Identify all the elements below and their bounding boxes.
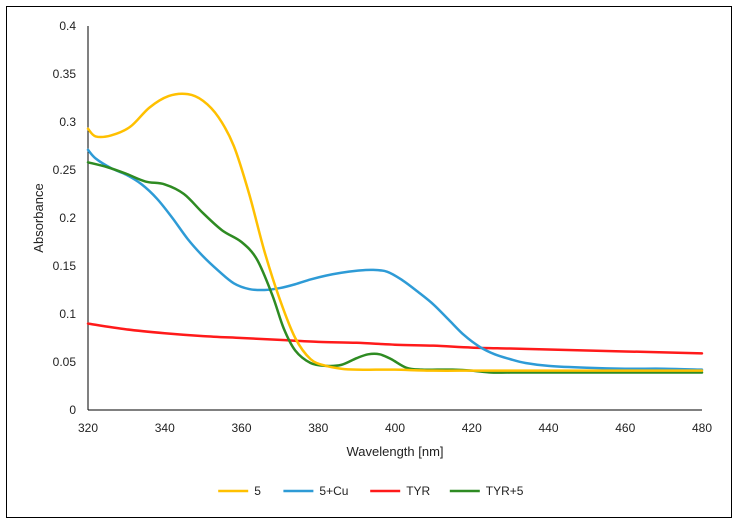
series-line-5-plus-cu: [86, 148, 704, 371]
legend-label-tyr: TYR: [406, 484, 430, 498]
x-tick-label: 320: [78, 421, 98, 435]
series-line-tyr: [86, 322, 704, 355]
axes: [87, 26, 702, 411]
y-tick-label: 0.25: [53, 163, 77, 177]
x-tick-label: 420: [462, 421, 482, 435]
legend-label-tyr-plus-5: TYR+5: [486, 484, 524, 498]
y-tick-labels: 0 0.05 0.1 0.15 0.2 0.25 0.3 0.35 0.4: [53, 19, 77, 417]
x-tick-label: 380: [308, 421, 328, 435]
y-tick-label: 0: [69, 403, 76, 417]
legend: 5 5+Cu TYR TYR+5: [218, 484, 524, 498]
y-tick-label: 0.15: [53, 259, 77, 273]
x-tick-label: 440: [538, 421, 558, 435]
x-axis-title: Wavelength [nm]: [346, 444, 443, 459]
series-line-5: [86, 92, 704, 372]
x-tick-labels: 320 340 360 380 400 420 440 460 480: [78, 421, 712, 435]
legend-label-5-plus-cu: 5+Cu: [319, 484, 348, 498]
x-tick-label: 400: [385, 421, 405, 435]
series-line-tyr-plus-5: [86, 161, 704, 374]
legend-label-5: 5: [254, 484, 261, 498]
x-tick-label: 360: [231, 421, 251, 435]
x-tick-label: 340: [155, 421, 175, 435]
y-tick-label: 0.3: [59, 115, 76, 129]
x-tick-label: 460: [615, 421, 635, 435]
x-tick-label: 480: [692, 421, 712, 435]
y-tick-label: 0.4: [59, 19, 76, 33]
y-axis-title: Absorbance: [31, 183, 46, 252]
y-tick-label: 0.1: [59, 307, 76, 321]
series-lines: [86, 92, 704, 374]
y-tick-label: 0.35: [53, 67, 77, 81]
y-tick-label: 0.2: [59, 211, 76, 225]
y-tick-label: 0.05: [53, 355, 77, 369]
chart-frame: [6, 6, 732, 518]
